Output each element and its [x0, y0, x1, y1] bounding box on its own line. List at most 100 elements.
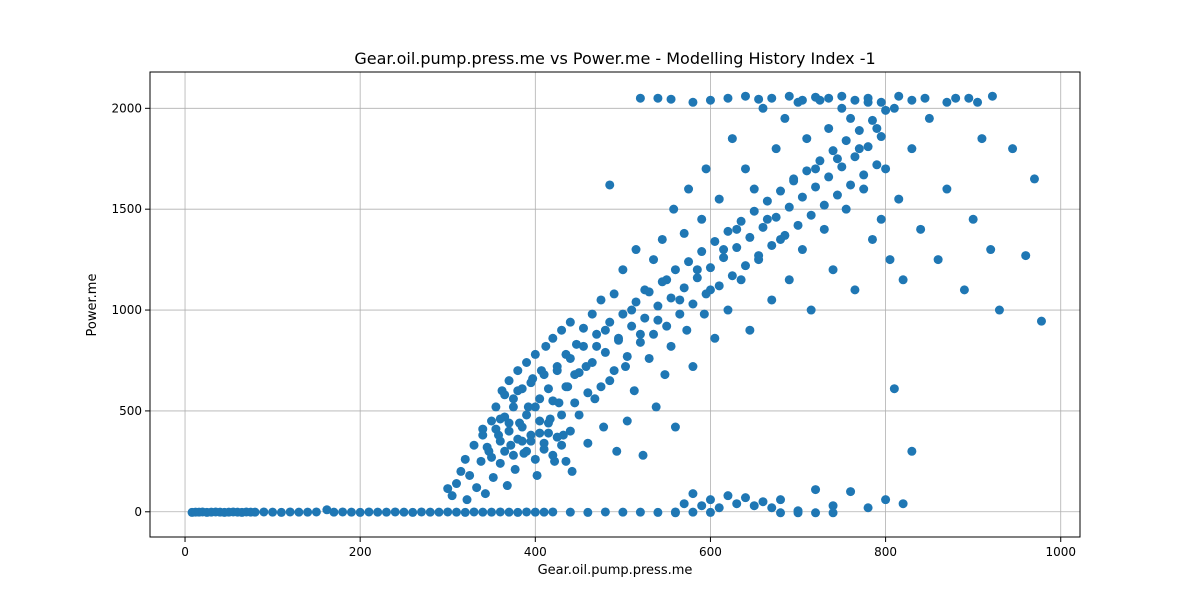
- data-point: [408, 507, 418, 517]
- data-point: [669, 204, 679, 214]
- data-point: [548, 396, 558, 406]
- data-point: [425, 507, 435, 517]
- data-point: [758, 103, 768, 113]
- data-point: [666, 341, 676, 351]
- data-point: [605, 180, 615, 190]
- data-point: [500, 390, 510, 400]
- data-point: [894, 91, 904, 101]
- data-point: [684, 257, 694, 267]
- y-tick-label: 0: [134, 505, 142, 519]
- data-point: [543, 418, 553, 428]
- data-point: [666, 94, 676, 104]
- data-point: [994, 305, 1004, 315]
- data-point: [476, 456, 486, 466]
- data-point: [859, 170, 869, 180]
- data-point: [599, 422, 609, 432]
- data-point: [881, 105, 891, 115]
- data-point: [867, 115, 877, 125]
- data-point: [837, 162, 847, 172]
- y-tick-label: 1000: [111, 303, 142, 317]
- data-point: [705, 95, 715, 105]
- data-point: [587, 309, 597, 319]
- data-point: [832, 190, 842, 200]
- data-point: [832, 154, 842, 164]
- data-point: [530, 349, 540, 359]
- data-point: [495, 436, 505, 446]
- data-point: [460, 454, 470, 464]
- data-point: [780, 113, 790, 123]
- data-point: [740, 91, 750, 101]
- data-point: [552, 366, 562, 376]
- data-point: [889, 384, 899, 394]
- data-point: [638, 450, 648, 460]
- data-point: [614, 333, 624, 343]
- data-point: [727, 271, 737, 281]
- data-point: [649, 329, 659, 339]
- data-point: [1021, 251, 1031, 261]
- data-point: [618, 309, 628, 319]
- data-point: [675, 295, 685, 305]
- data-point: [631, 245, 641, 255]
- data-point: [565, 317, 575, 327]
- data-point: [506, 440, 516, 450]
- data-point: [480, 489, 490, 499]
- data-point: [657, 234, 667, 244]
- data-point: [578, 341, 588, 351]
- data-point: [758, 222, 768, 232]
- data-point: [762, 196, 772, 206]
- data-point: [819, 200, 829, 210]
- data-point: [907, 95, 917, 105]
- data-point: [565, 353, 575, 363]
- plot-frame: [149, 71, 1081, 538]
- data-point: [964, 93, 974, 103]
- data-point: [443, 484, 453, 494]
- data-point: [828, 501, 838, 511]
- data-point: [250, 507, 260, 517]
- data-point: [723, 305, 733, 315]
- data-point: [876, 214, 886, 224]
- data-point: [679, 228, 689, 238]
- data-point: [828, 508, 838, 518]
- data-point: [609, 366, 619, 376]
- data-point: [381, 507, 391, 517]
- data-point: [784, 275, 794, 285]
- data-point: [710, 236, 720, 246]
- data-point: [898, 499, 908, 509]
- data-point: [561, 456, 571, 466]
- data-point: [850, 95, 860, 105]
- x-tick-label: 600: [699, 545, 722, 559]
- data-point: [850, 285, 860, 295]
- data-point: [635, 507, 645, 517]
- data-point: [460, 507, 470, 517]
- x-tick-label: 200: [349, 545, 372, 559]
- data-point: [346, 507, 356, 517]
- data-point: [535, 394, 545, 404]
- data-point: [259, 507, 269, 517]
- data-point: [736, 275, 746, 285]
- data-point: [740, 493, 750, 503]
- data-point: [600, 507, 610, 517]
- data-point: [635, 329, 645, 339]
- data-point: [522, 446, 532, 456]
- data-point: [859, 184, 869, 194]
- data-point: [736, 216, 746, 226]
- data-point: [539, 444, 549, 454]
- data-point: [567, 466, 577, 476]
- data-point: [592, 341, 602, 351]
- data-point: [692, 265, 702, 275]
- data-point: [504, 507, 514, 517]
- data-point: [530, 454, 540, 464]
- data-point: [714, 503, 724, 513]
- data-point: [513, 434, 523, 444]
- data-point: [478, 430, 488, 440]
- data-point: [986, 245, 996, 255]
- data-point: [898, 275, 908, 285]
- data-point: [894, 194, 904, 204]
- data-point: [434, 507, 444, 517]
- data-point: [789, 176, 799, 186]
- data-point: [592, 329, 602, 339]
- x-tick-label: 800: [874, 545, 897, 559]
- data-point: [294, 507, 304, 517]
- data-point: [815, 156, 825, 166]
